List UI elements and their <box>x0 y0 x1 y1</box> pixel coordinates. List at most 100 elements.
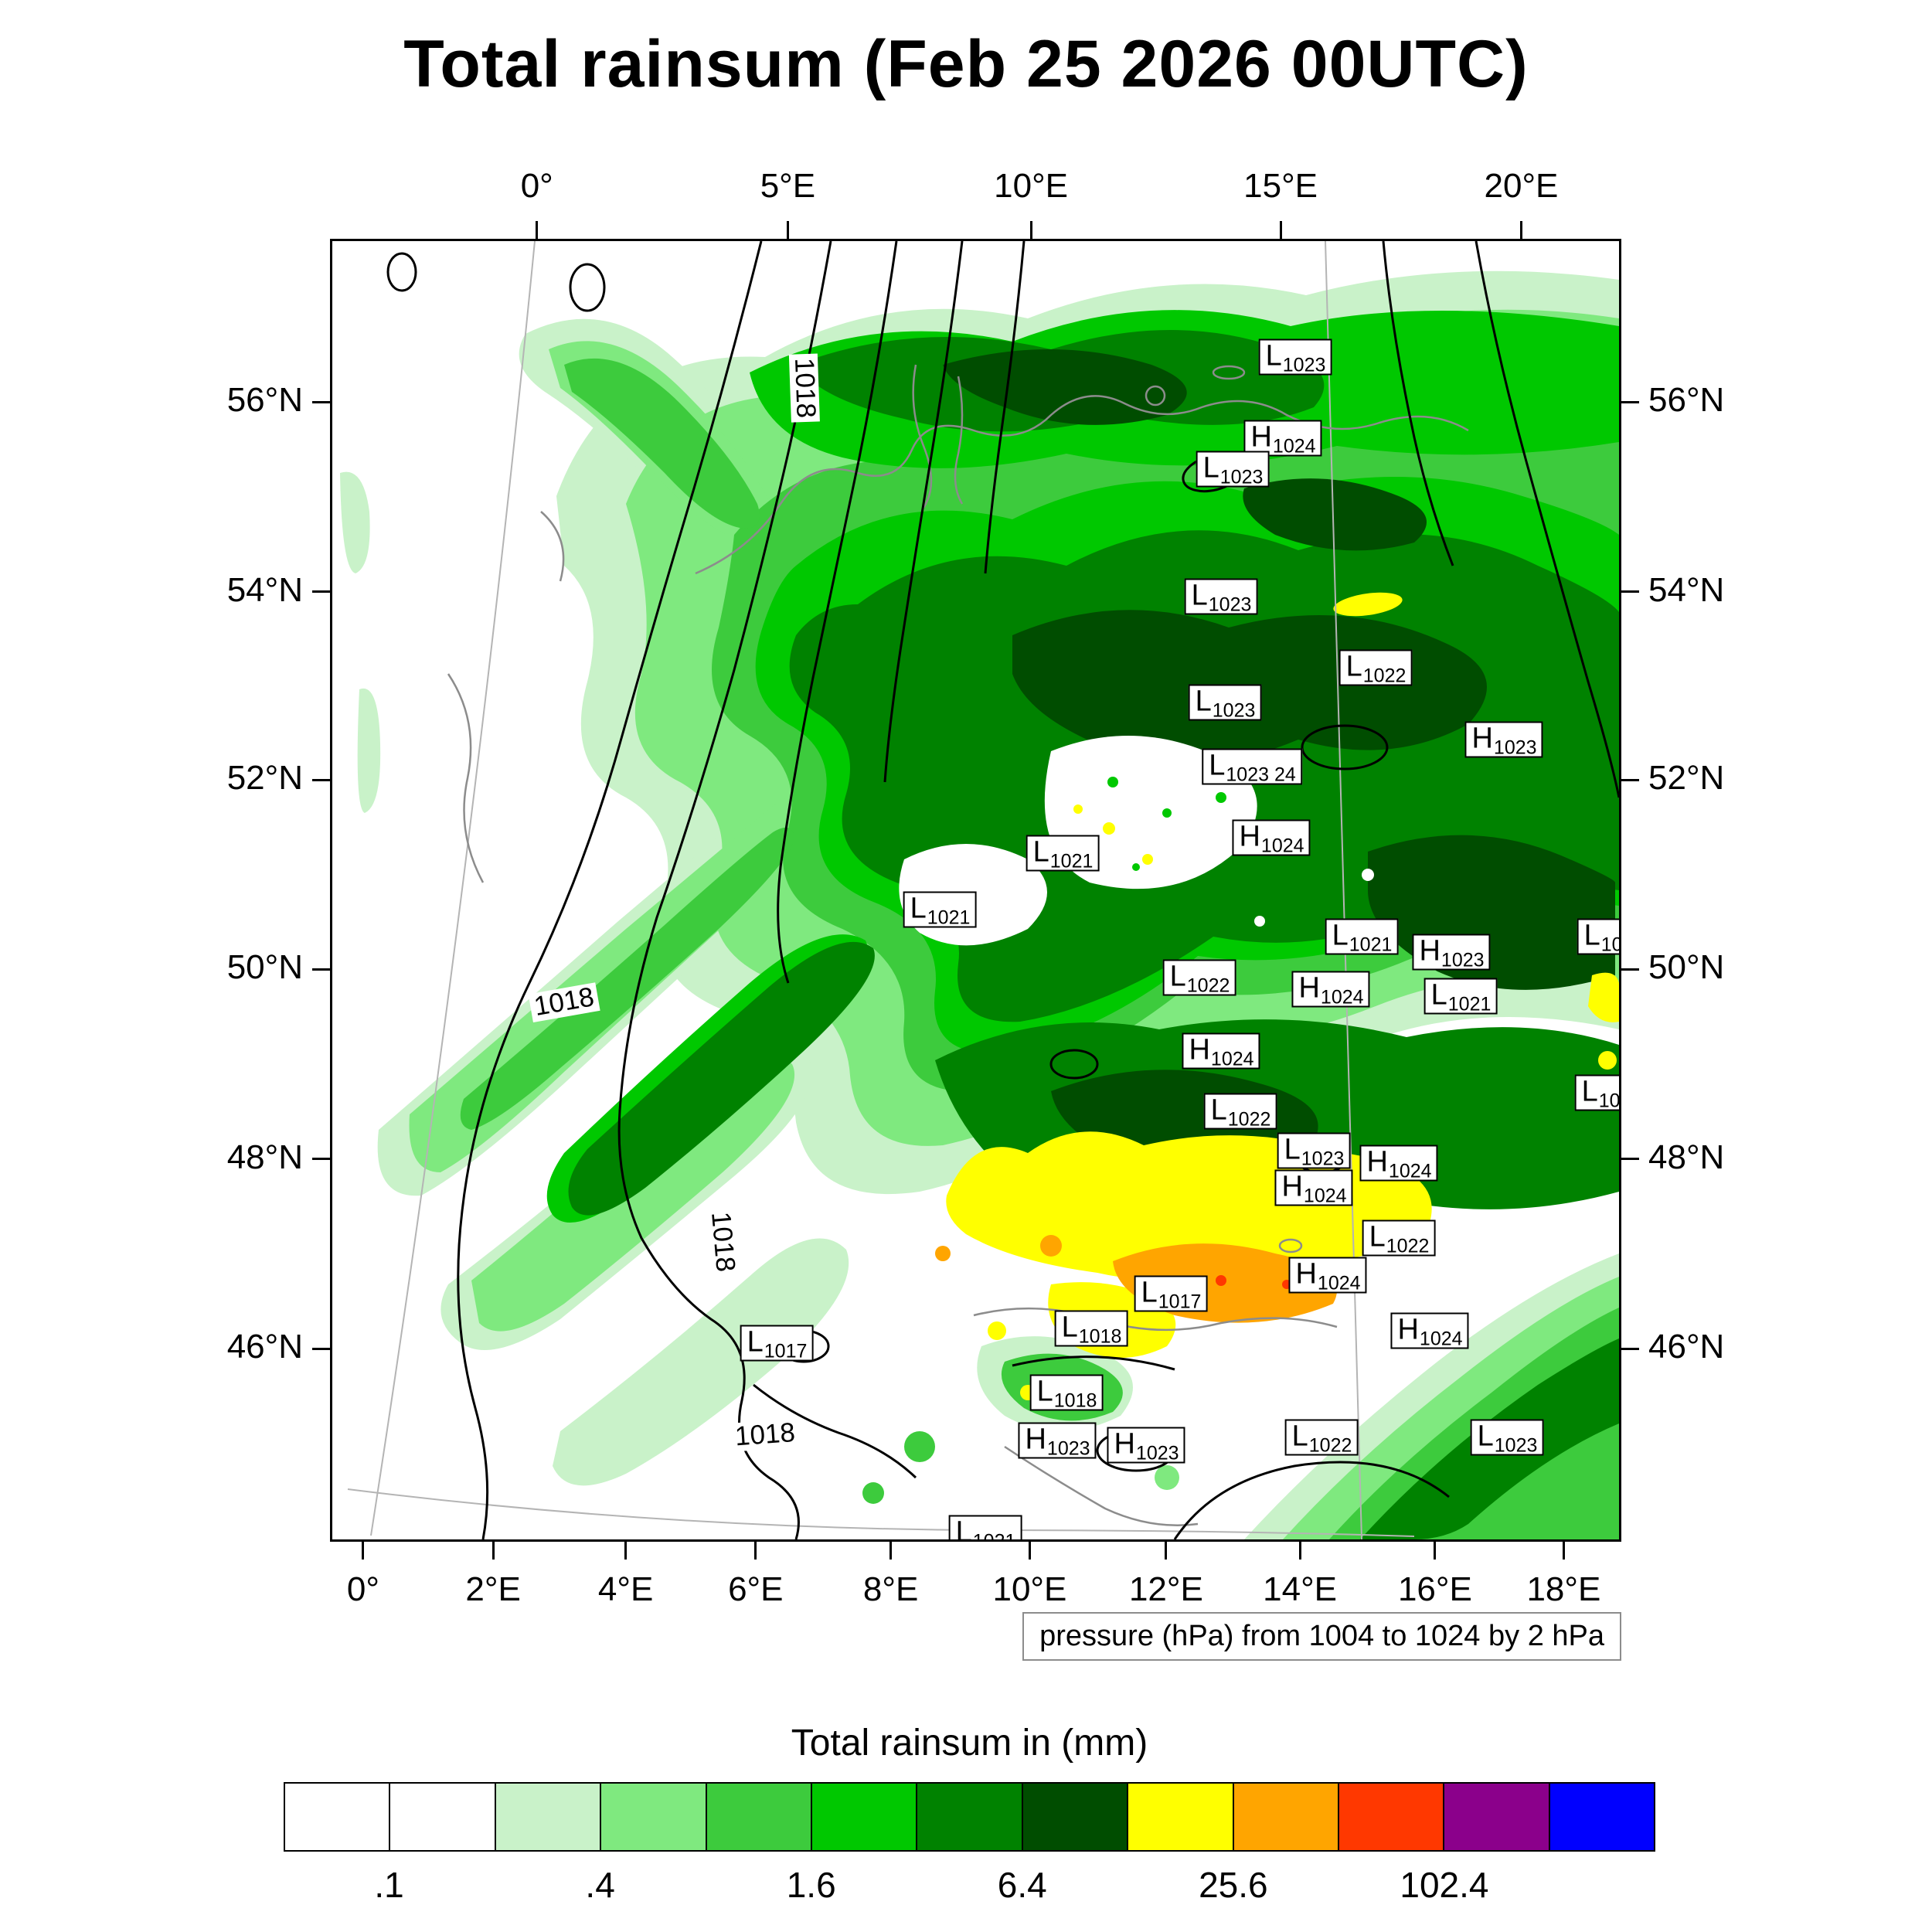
pressure-center-letter: L <box>1061 1311 1078 1344</box>
pressure-center-label: L1023 <box>1470 1419 1544 1456</box>
pressure-center-letter: H <box>1366 1145 1388 1179</box>
pressure-center-label: L1022 <box>1574 1074 1621 1112</box>
colorbar-segment-5 <box>810 1782 918 1852</box>
pressure-center-value: 1023 <box>1301 1148 1345 1170</box>
left-axis-label: 52°N <box>226 759 303 798</box>
pressure-center-label: L1023 <box>1258 338 1332 376</box>
pressure-center-label: H1024 <box>1243 420 1322 457</box>
pressure-center-label: L1018 <box>1054 1310 1128 1347</box>
pressure-center-letter: L <box>747 1325 764 1359</box>
top-axis-label: 20°E <box>1484 167 1559 205</box>
right-axis-label: 48°N <box>1648 1138 1725 1176</box>
pressure-center-label: L1018 <box>1029 1374 1104 1411</box>
pressure-center-letter: L <box>1036 1375 1053 1408</box>
pressure-center-value: 1023 <box>1135 1442 1179 1464</box>
right-axis-tick <box>1621 778 1639 781</box>
pressure-center-letter: L <box>1477 1420 1494 1453</box>
pressure-center-letter: L <box>1210 1094 1227 1127</box>
left-axis-tick <box>312 1158 330 1161</box>
pressure-center-label: L1017 <box>740 1325 814 1362</box>
pressure-center-label: L1021 <box>948 1515 1022 1542</box>
pressure-center-value: 1022 <box>1186 975 1230 997</box>
pressure-center-letter: L <box>1202 451 1219 485</box>
pressure-center-value: 1023 <box>1440 949 1485 971</box>
pressure-center-label: L1021 <box>1026 835 1100 872</box>
left-axis-tick <box>312 778 330 781</box>
colorbar-segment-0 <box>284 1782 391 1852</box>
map-label-overlay: L1023 H1024 L1023 L1023 L1022 L1023 H1023 L1023… <box>332 241 1619 1539</box>
pressure-center-value: 1023 <box>1046 1437 1090 1460</box>
bottom-axis-label: 10°E <box>992 1570 1067 1608</box>
bottom-axis-label: 12°E <box>1128 1570 1203 1608</box>
contour-label: 1018 <box>730 1417 801 1452</box>
pressure-center-value: 1024 <box>1260 835 1304 857</box>
colorbar-segment-6 <box>916 1782 1023 1852</box>
colorbar-segment-9 <box>1232 1782 1339 1852</box>
pressure-center-letter: L <box>955 1515 972 1542</box>
pressure-center-label: L1023 <box>1184 578 1258 616</box>
colorbar-tick-label: 25.6 <box>1199 1865 1268 1905</box>
colorbar-tick-label: 1.6 <box>786 1865 836 1905</box>
pressure-center-value: 1022 <box>1362 665 1406 687</box>
pressure-center-value: 1022 <box>1598 1090 1621 1112</box>
pressure-center-label: H1023 <box>1412 934 1491 971</box>
pressure-center-letter: L <box>1195 685 1212 718</box>
pressure-center-value: 1023 24 <box>1226 764 1296 786</box>
pressure-center-label: L1023 <box>1196 451 1270 488</box>
pressure-center-value: 1024 <box>1272 435 1316 457</box>
left-axis-label: 56°N <box>226 381 303 420</box>
left-axis-label: 46°N <box>226 1328 303 1366</box>
pressure-center-letter: L <box>1265 339 1282 372</box>
pressure-center-letter: L <box>1583 919 1600 952</box>
pressure-center-value: 1023 <box>1208 594 1252 616</box>
left-axis-label: 50°N <box>226 948 303 987</box>
pressure-center-letter: H <box>1114 1427 1135 1461</box>
pressure-center-letter: L <box>1430 978 1447 1012</box>
pressure-center-value: 1024 <box>1210 1048 1254 1070</box>
bottom-axis-tick <box>1562 1542 1565 1560</box>
colorbar-tick-label: 102.4 <box>1400 1865 1489 1905</box>
pressure-center-label: H1024 <box>1288 1257 1367 1294</box>
chart-title: Total rainsum (Feb 25 2026 00UTC) <box>403 27 1529 101</box>
bottom-axis-label: 2°E <box>465 1570 521 1608</box>
bottom-axis-tick <box>624 1542 628 1560</box>
pressure-center-value: 1017 <box>764 1340 808 1362</box>
pressure-center-value: 1022 <box>1308 1434 1352 1457</box>
contour-label: 1018 <box>528 981 600 1022</box>
pressure-center-label: L1022 <box>1284 1419 1359 1457</box>
right-axis-tick <box>1621 968 1639 971</box>
pressure-center-letter: L <box>1291 1420 1308 1453</box>
pressure-center-label: L1022 <box>1162 959 1236 997</box>
pressure-center-label: L1022 <box>1338 649 1413 687</box>
pressure-center-letter: L <box>1191 579 1208 612</box>
pressure-center-label: H1024 <box>1274 1169 1353 1206</box>
pressure-center-label: L1023 <box>1188 684 1262 721</box>
left-axis-tick <box>312 1347 330 1350</box>
pressure-center-letter: H <box>1419 934 1440 968</box>
pressure-center-value: 1021 <box>1600 934 1621 956</box>
pressure-center-letter: H <box>1281 1170 1303 1203</box>
pressure-center-letter: H <box>1239 820 1260 853</box>
top-axis-tick <box>1519 221 1522 239</box>
right-axis-label: 50°N <box>1648 948 1725 987</box>
pressure-center-value: 1017 <box>1158 1291 1202 1313</box>
pressure-center-label: H1023 <box>1107 1427 1185 1464</box>
pressure-center-label: H1023 <box>1464 721 1543 758</box>
right-axis-tick <box>1621 1347 1639 1350</box>
pressure-center-letter: H <box>1189 1033 1210 1066</box>
pressure-center-letter: L <box>1169 960 1186 993</box>
pressure-center-value: 1024 <box>1317 1272 1361 1294</box>
pressure-center-label: L1022 <box>1203 1093 1277 1130</box>
colorbar-segment-4 <box>705 1782 812 1852</box>
pressure-center-label: H1024 <box>1359 1145 1438 1182</box>
pressure-center-letter: H <box>1250 420 1272 454</box>
pressure-center-label: H1024 <box>1182 1032 1260 1070</box>
pressure-center-label: L1023 24 <box>1202 748 1302 786</box>
pressure-contour-layer <box>386 241 1619 1539</box>
bottom-axis-label: 16°E <box>1397 1570 1472 1608</box>
pressure-center-value: 1021 <box>1049 850 1094 872</box>
colorbar <box>284 1782 1656 1852</box>
top-axis-tick <box>1029 221 1032 239</box>
pressure-center-value: 1023 <box>1282 354 1326 376</box>
